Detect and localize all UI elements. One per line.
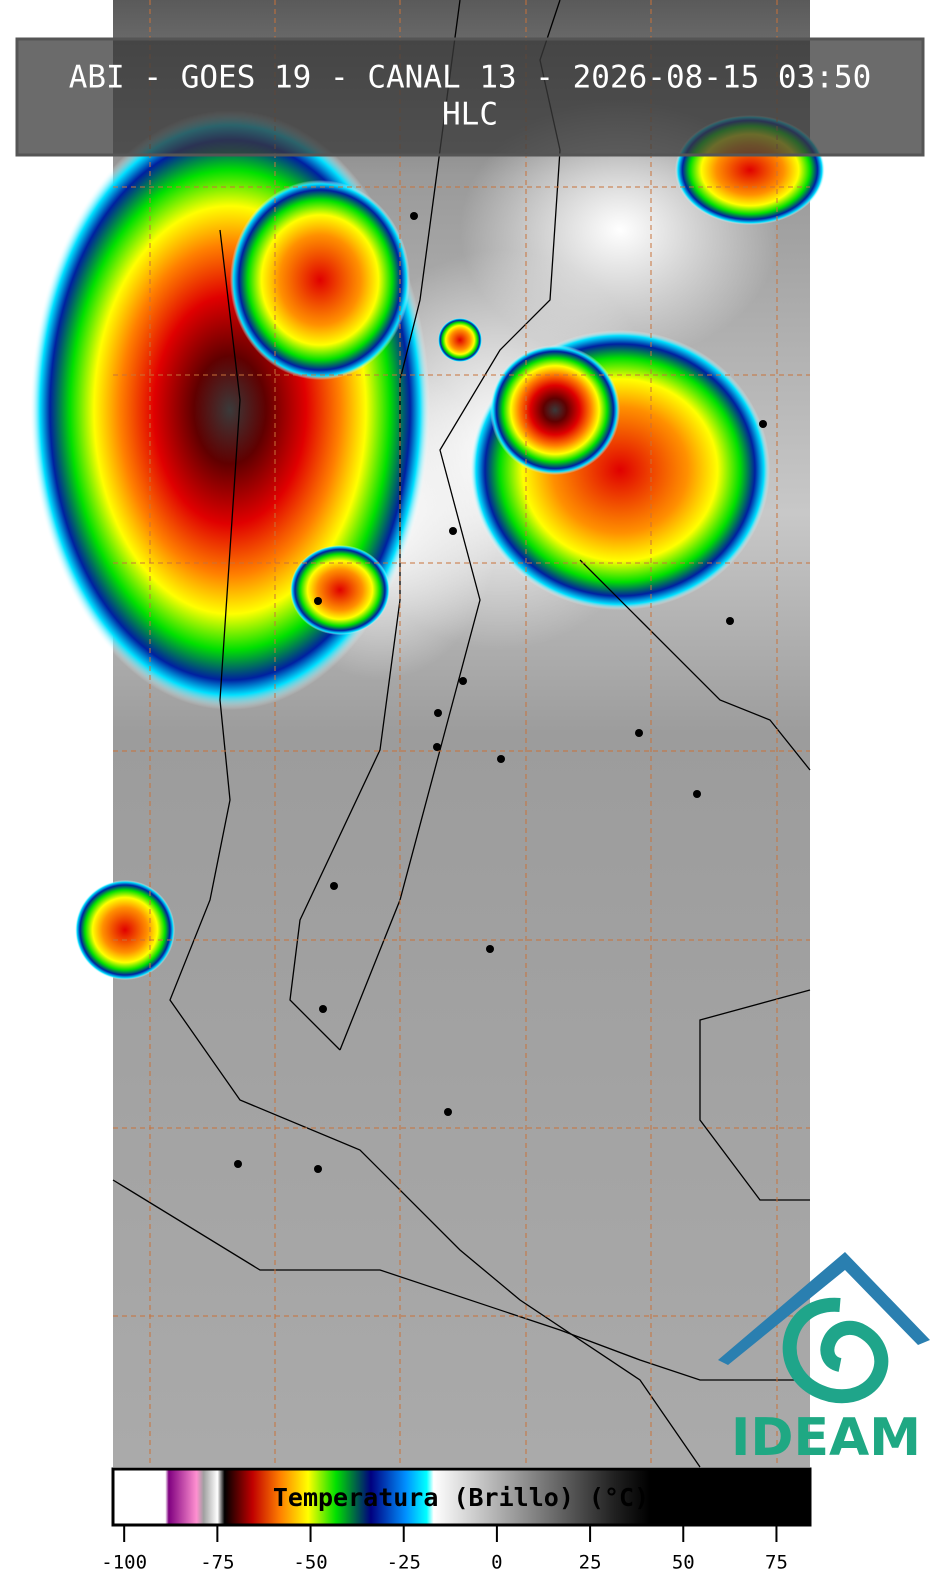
storm-cell	[438, 318, 482, 362]
colorbar: Temperatura (Brillo) (°C) -100 -75 -50 -25 0…	[101, 1467, 812, 1574]
city	[314, 1165, 322, 1173]
satellite-image	[30, 0, 825, 1468]
colorbar-tick-label: 50	[672, 1552, 695, 1574]
colorbar-tick-label: -50	[293, 1552, 327, 1574]
city	[314, 597, 322, 605]
lat-lon-grid	[113, 0, 810, 1467]
colorbar-tick-label: 25	[579, 1552, 602, 1574]
border	[289, 0, 461, 1051]
colorbar-tick-label: 0	[491, 1552, 502, 1574]
city	[759, 420, 767, 428]
city	[319, 1005, 327, 1013]
subtitle: HLC	[442, 97, 498, 133]
city	[459, 677, 467, 685]
colorbar-ramp	[111, 1467, 812, 1527]
city	[234, 1160, 242, 1168]
city	[449, 527, 457, 535]
title: ABI - GOES 19 - CANAL 13 - 2026-08-15 03…	[69, 60, 872, 96]
colorbar-tick-label: -100	[101, 1552, 147, 1574]
title-box	[15, 37, 925, 157]
city	[726, 617, 734, 625]
storm-cell	[290, 545, 390, 635]
cities	[234, 212, 767, 1173]
city	[330, 882, 338, 890]
colorbar-tick-label: -75	[200, 1552, 234, 1574]
city	[434, 709, 442, 717]
city	[693, 790, 701, 798]
colorbar-tick-label: 75	[765, 1552, 788, 1574]
storm-cell	[75, 880, 175, 980]
logo-swirl	[782, 1297, 889, 1404]
storm-cell	[490, 345, 620, 475]
city	[433, 743, 441, 751]
storm-cell	[230, 180, 410, 380]
colorbar-tick-label: -25	[387, 1552, 421, 1574]
city	[410, 212, 418, 220]
logo-roof	[718, 1252, 930, 1365]
border	[112, 1179, 810, 1381]
city	[444, 1108, 452, 1116]
logo-text: IDEAM	[731, 1408, 921, 1468]
city	[635, 729, 643, 737]
border	[579, 559, 811, 771]
border	[169, 229, 701, 1468]
logo: IDEAM	[718, 1252, 930, 1468]
colorbar-label: Temperatura (Brillo) (°C)	[273, 1483, 649, 1512]
city	[486, 945, 494, 953]
city	[497, 755, 505, 763]
